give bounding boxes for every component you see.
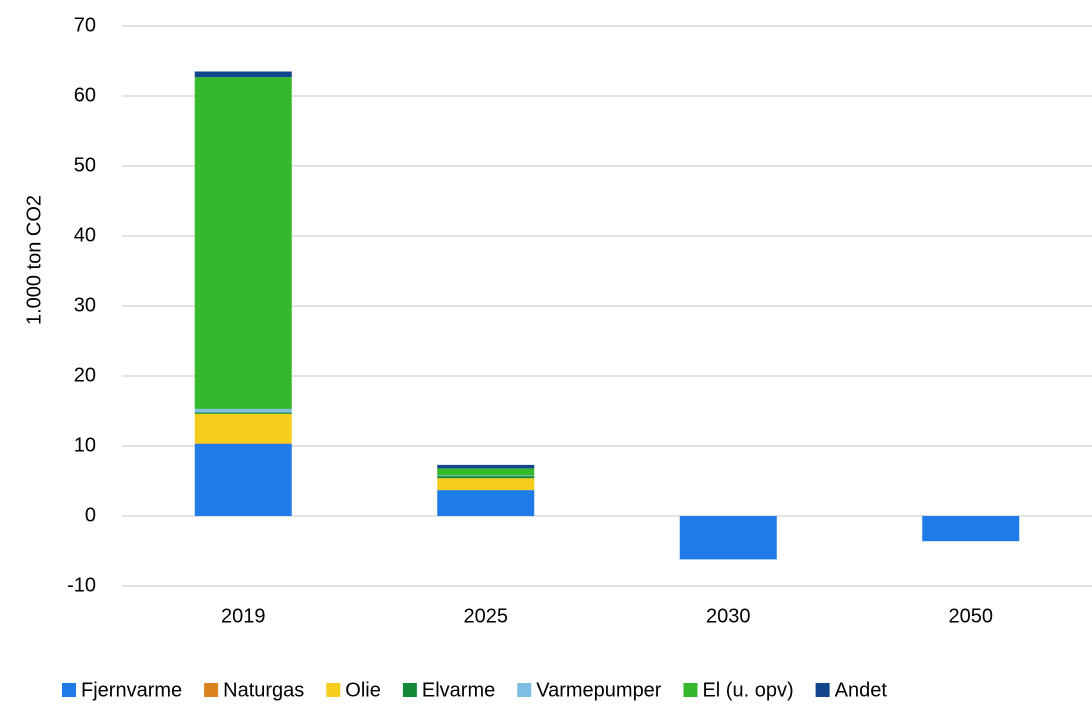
y-tick-label: 50 bbox=[74, 154, 96, 176]
bar-segment bbox=[194, 71, 292, 78]
legend-swatch bbox=[517, 683, 532, 697]
bar-segment bbox=[437, 490, 535, 516]
legend-swatch bbox=[683, 683, 698, 697]
legend-swatch bbox=[326, 683, 341, 697]
y-axis-label: 1.000 ton CO2 bbox=[23, 195, 45, 325]
legend-swatch bbox=[62, 683, 76, 697]
bar-segment bbox=[194, 443, 292, 444]
bar-segment bbox=[194, 77, 292, 409]
legend-label: Olie bbox=[345, 679, 381, 701]
legend-label: Varmepumper bbox=[536, 679, 662, 701]
legend-swatch bbox=[204, 683, 219, 697]
x-tick-label: 2050 bbox=[949, 605, 994, 627]
bar-segment bbox=[194, 412, 292, 414]
y-tick-label: 10 bbox=[74, 434, 96, 456]
legend-label: Fjernvarme bbox=[81, 679, 182, 701]
x-tick-label: 2025 bbox=[464, 605, 509, 627]
y-tick-label: 40 bbox=[74, 224, 96, 246]
x-tick-label: 2030 bbox=[706, 605, 751, 627]
bar-segment bbox=[437, 464, 535, 469]
bar-segment bbox=[437, 468, 535, 476]
bar-segment bbox=[679, 516, 777, 560]
y-tick-label: 0 bbox=[85, 504, 96, 526]
y-tick-label: 70 bbox=[74, 14, 96, 36]
legend-label: Naturgas bbox=[223, 679, 304, 701]
bar-segment bbox=[437, 476, 535, 479]
legend-swatch bbox=[402, 683, 417, 697]
x-tick-label: 2019 bbox=[221, 605, 266, 627]
legend-label: Andet bbox=[835, 679, 888, 701]
y-tick-label: 20 bbox=[74, 364, 96, 386]
y-tick-label: 30 bbox=[74, 294, 96, 316]
legend-swatch bbox=[815, 683, 830, 697]
bar-segment bbox=[437, 475, 535, 477]
bar-segment bbox=[437, 478, 535, 491]
bar-segment bbox=[194, 408, 292, 413]
bar-segment bbox=[194, 413, 292, 444]
bar-segment bbox=[194, 443, 292, 516]
legend-label: Elvarme bbox=[422, 679, 495, 701]
y-tick-label: 60 bbox=[74, 84, 96, 106]
bar-segment bbox=[922, 516, 1020, 542]
legend-label: El (u. opv) bbox=[702, 679, 793, 701]
y-tick-label: -10 bbox=[67, 574, 96, 596]
